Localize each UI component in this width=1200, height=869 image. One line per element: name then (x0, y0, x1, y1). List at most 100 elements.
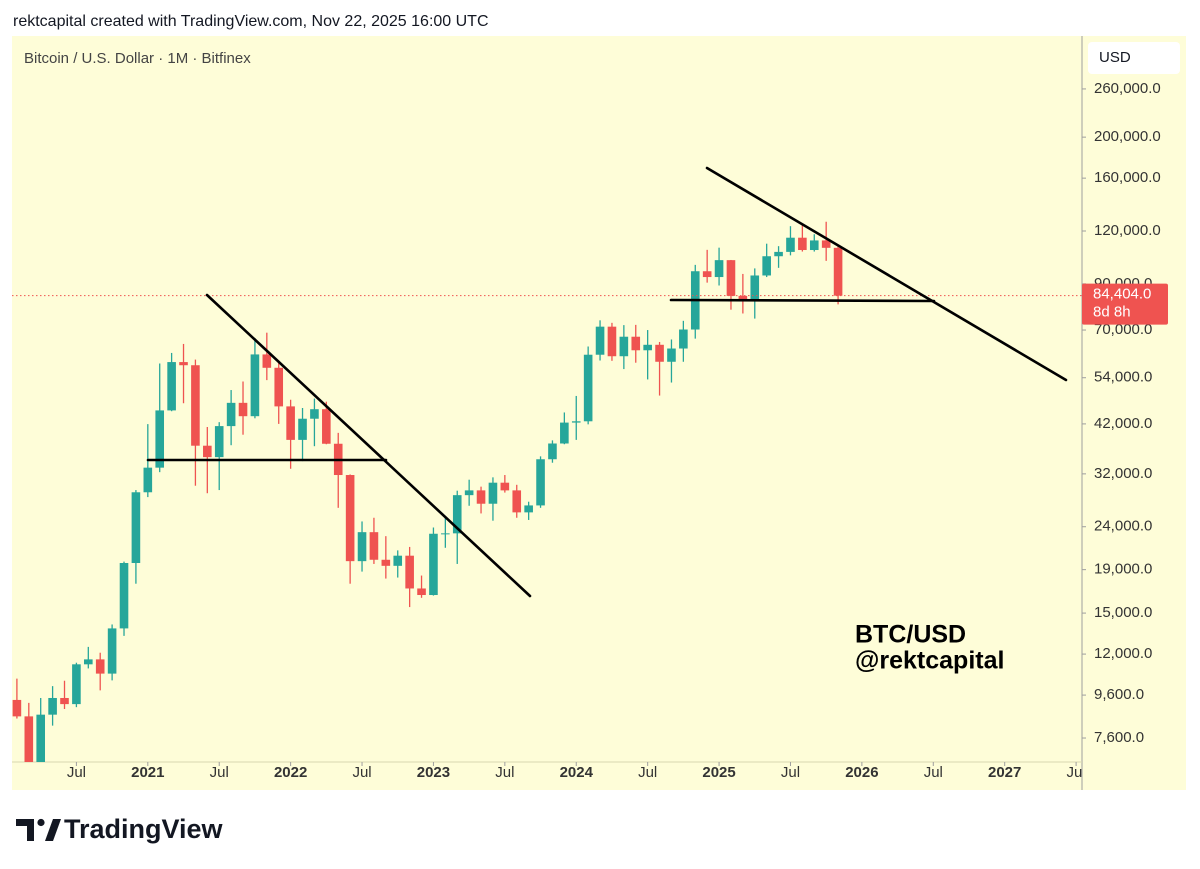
candle-body (203, 445, 212, 458)
candle-body (191, 365, 200, 446)
candle-body (786, 237, 795, 252)
price-label: 84,404.0 (1093, 286, 1151, 303)
candle-body (381, 559, 391, 566)
candle-body (369, 532, 379, 560)
y-tick-label: 120,000.0 (1094, 222, 1161, 239)
candle-body (286, 406, 295, 440)
candle-body (679, 329, 688, 349)
chart-title: Bitcoin / U.S. Dollar · 1M · Bitfinex (24, 50, 251, 67)
candle-body (595, 326, 605, 355)
x-tick-label: 2023 (417, 764, 450, 781)
candle-body (560, 422, 569, 444)
candle-body (441, 533, 450, 535)
candle-body (357, 532, 367, 562)
x-tick-label: Jul (67, 764, 86, 781)
candle-body (179, 362, 188, 366)
chart-background (12, 36, 1186, 790)
x-tick-label: 2026 (845, 764, 878, 781)
candle-body (405, 555, 414, 589)
trendline (705, 166, 1068, 382)
candle-body (512, 490, 522, 513)
support-line (669, 298, 936, 303)
candle-body (833, 247, 843, 296)
candle-body (417, 588, 426, 596)
x-tick-label: 2022 (274, 764, 307, 781)
candle-body (476, 490, 486, 504)
x-tick-label: Jul (1067, 764, 1086, 781)
candle-body (167, 362, 176, 411)
y-tick-label: 42,000.0 (1094, 415, 1152, 432)
candle-body (548, 443, 557, 460)
logo-mark (37, 818, 45, 827)
candle-body (24, 716, 34, 762)
watermark: BTC/USD (855, 621, 966, 649)
x-tick-label: 2025 (702, 764, 735, 781)
candle-body (631, 336, 641, 351)
x-tick-label: Jul (638, 764, 657, 781)
currency: USD (1099, 49, 1131, 66)
candle-body (298, 418, 307, 440)
x-tick-label: 2024 (560, 764, 594, 781)
candle-body (393, 555, 403, 566)
y-tick-label: 32,000.0 (1094, 465, 1152, 482)
candle-body (762, 256, 771, 276)
y-tick-label: 7,600.0 (1094, 729, 1144, 746)
x-tick-label: 2027 (988, 764, 1021, 781)
x-tick-label: 2021 (131, 764, 164, 781)
candle-body (322, 409, 331, 444)
header: rektcapital created with TradingView.com… (13, 13, 489, 30)
candle-body (774, 251, 783, 257)
candle-body (571, 421, 581, 423)
candle-body (95, 659, 105, 674)
x-axis: Jul 2021 Jul 2022 Jul 2023 Jul 2024 Jul 2025 Jul 20… (67, 762, 1086, 781)
logo-text: TradingView (64, 814, 224, 844)
candle-body (821, 240, 831, 248)
y-tick-label: 70,000.0 (1094, 321, 1152, 338)
candle-body (738, 295, 748, 300)
y-tick-label: 19,000.0 (1094, 561, 1152, 578)
candle-body (702, 271, 712, 278)
y-tick-label: 54,000.0 (1094, 369, 1152, 386)
y-tick-label: 24,000.0 (1094, 518, 1152, 535)
x-tick-label: Jul (495, 764, 514, 781)
candle-body (809, 240, 819, 251)
x-tick-label: Jul (781, 764, 800, 781)
currency-box (1088, 42, 1180, 74)
candle-body (84, 659, 93, 665)
candle-body (655, 344, 664, 362)
candle-body (226, 402, 236, 427)
y-axis: 7,600.0 9,600.0 12,000.0 15,000.0 19,000.0 24… (1082, 80, 1161, 746)
price-label-box (1082, 283, 1168, 325)
candle-body (643, 344, 652, 351)
x-tick-label: Jul (352, 764, 371, 781)
candle-body (274, 367, 284, 407)
candle-body (607, 326, 617, 357)
candle-body (238, 402, 248, 417)
candle-body (726, 260, 736, 296)
trendline (205, 293, 532, 598)
countdown: 8d 8h (1093, 304, 1131, 321)
trendlines (146, 166, 1068, 598)
y-tick-label: 200,000.0 (1094, 128, 1161, 145)
candle-body (143, 467, 153, 493)
candle-body (48, 697, 57, 715)
candle-body (214, 426, 224, 458)
candle-body (119, 563, 129, 629)
x-tick-label: Jul (210, 764, 229, 781)
tradingview-logo: TradingView (16, 814, 224, 844)
y-tick-label: 9,600.0 (1094, 686, 1144, 703)
candle-body (524, 505, 533, 513)
candle-body (310, 409, 319, 419)
y-tick-label: 12,000.0 (1094, 645, 1152, 662)
candle-body (536, 459, 545, 506)
logo-mark (45, 819, 61, 841)
candle-body (714, 260, 724, 278)
candle-body (583, 354, 593, 422)
candle-body (798, 237, 807, 251)
candle-body (250, 354, 260, 417)
candle-body (72, 664, 81, 705)
candle-body (36, 714, 46, 762)
